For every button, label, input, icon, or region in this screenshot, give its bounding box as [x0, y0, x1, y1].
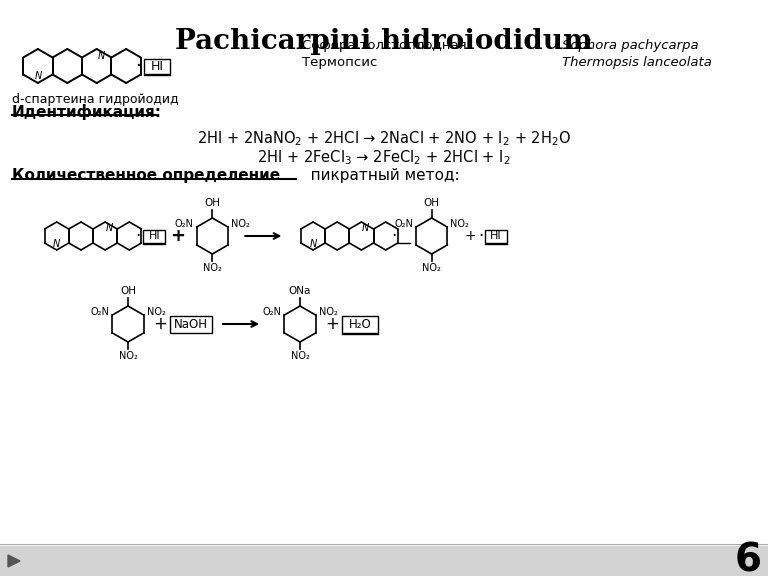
Text: 2HI + 2FeCl$_3$ → 2FeCl$_2$ + 2HCl + I$_2$: 2HI + 2FeCl$_3$ → 2FeCl$_2$ + 2HCl + I$_… — [257, 148, 511, 166]
Text: N: N — [106, 222, 113, 233]
Text: NO₂: NO₂ — [319, 307, 337, 317]
Text: N: N — [53, 240, 61, 249]
Bar — [485, 229, 507, 242]
Text: N: N — [98, 51, 105, 61]
Text: ·: · — [136, 227, 141, 245]
Text: O₂N: O₂N — [175, 219, 194, 229]
Text: ·: · — [478, 227, 483, 245]
Text: Количественное определение: Количественное определение — [12, 168, 280, 183]
Bar — [0, 546, 768, 576]
Text: O₂N: O₂N — [91, 307, 109, 317]
Bar — [342, 316, 378, 332]
Text: OH: OH — [120, 286, 136, 296]
Text: +: + — [153, 315, 167, 333]
Text: NO₂: NO₂ — [118, 351, 137, 361]
Bar — [144, 59, 170, 74]
Text: Sophora pachycarpa: Sophora pachycarpa — [562, 39, 699, 52]
Text: NO₂: NO₂ — [450, 219, 469, 229]
Text: NO₂: NO₂ — [203, 263, 222, 273]
Text: Идентификация:: Идентификация: — [12, 104, 162, 120]
Text: H₂O: H₂O — [349, 317, 372, 331]
Text: HI: HI — [490, 231, 502, 241]
Text: пикратный метод:: пикратный метод: — [296, 168, 459, 183]
Text: ·: · — [135, 57, 141, 75]
Text: +: + — [325, 315, 339, 333]
Text: Софора толстоплодная: Софора толстоплодная — [302, 39, 467, 52]
Text: N: N — [35, 71, 41, 81]
Text: ONa: ONa — [289, 286, 311, 296]
Text: +: + — [170, 227, 185, 245]
Text: HI: HI — [151, 59, 164, 73]
Polygon shape — [8, 555, 20, 567]
Bar — [170, 316, 212, 332]
Text: NaOH: NaOH — [174, 317, 208, 331]
Text: NO₂: NO₂ — [147, 307, 165, 317]
Text: N: N — [362, 222, 369, 233]
Text: Thermopsis lanceolata: Thermopsis lanceolata — [562, 56, 712, 69]
Text: d-спартеина гидройодид: d-спартеина гидройодид — [12, 93, 179, 106]
Text: ·: · — [391, 227, 396, 245]
Text: NO₂: NO₂ — [231, 219, 250, 229]
Text: OH: OH — [204, 198, 220, 208]
Text: O₂N: O₂N — [263, 307, 281, 317]
Text: NO₂: NO₂ — [290, 351, 310, 361]
Text: +: + — [465, 229, 476, 243]
Text: 6: 6 — [734, 542, 762, 576]
Text: OH: OH — [424, 198, 439, 208]
Text: N: N — [310, 240, 316, 249]
Text: HI: HI — [148, 231, 161, 241]
Text: O₂N: O₂N — [394, 219, 413, 229]
Text: NO₂: NO₂ — [422, 263, 441, 273]
Text: 2HI + 2NaNO$_2$ + 2HCl → 2NaCl + 2NO + I$_2$ + 2H$_2$O: 2HI + 2NaNO$_2$ + 2HCl → 2NaCl + 2NO + I… — [197, 129, 571, 147]
Text: Pachicarpini hidroiodidum: Pachicarpini hidroiodidum — [175, 28, 593, 55]
Bar — [144, 229, 165, 242]
Text: Термопсис: Термопсис — [302, 56, 377, 69]
